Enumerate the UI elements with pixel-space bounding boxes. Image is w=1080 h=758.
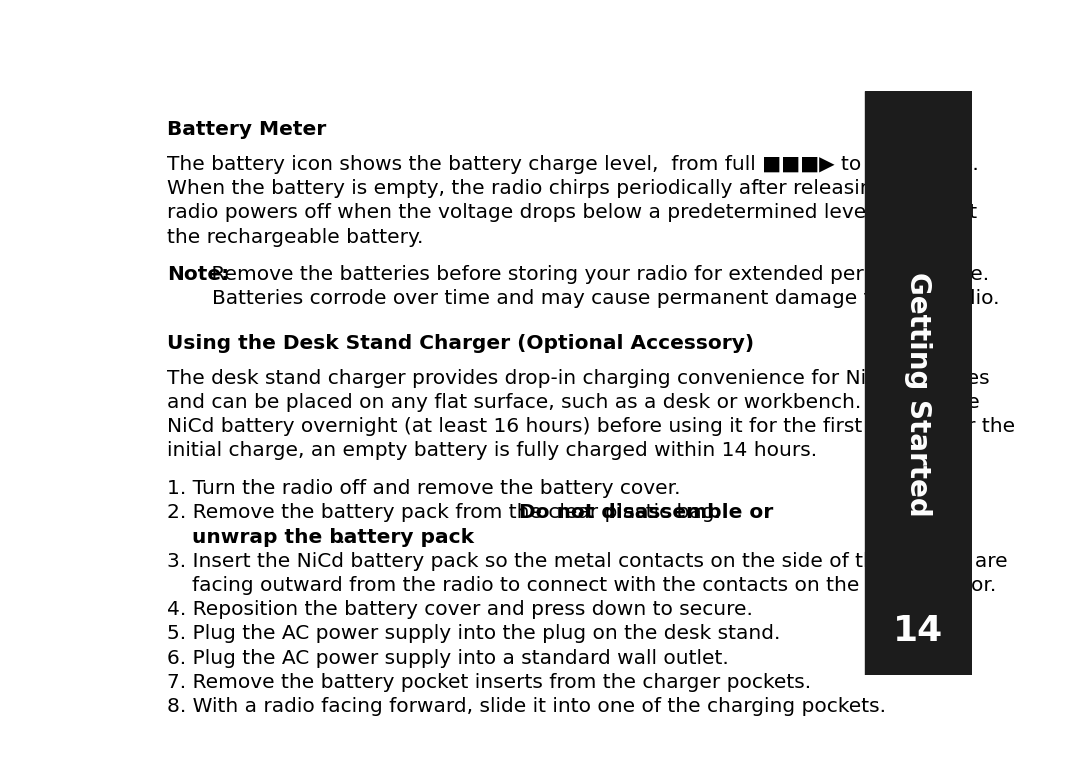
Text: unwrap the battery pack: unwrap the battery pack [192, 528, 474, 547]
Text: radio powers off when the voltage drops below a predetermined level to protect: radio powers off when the voltage drops … [166, 203, 977, 222]
Text: initial charge, an empty battery is fully charged within 14 hours.: initial charge, an empty battery is full… [166, 441, 816, 460]
Text: 7. Remove the battery pocket inserts from the charger pockets.: 7. Remove the battery pocket inserts fro… [166, 673, 811, 692]
Text: Getting Started: Getting Started [904, 272, 932, 517]
Bar [865, 91, 972, 675]
Text: the rechargeable battery.: the rechargeable battery. [166, 227, 423, 246]
Text: .: . [339, 528, 346, 547]
Text: 8. With a radio facing forward, slide it into one of the charging pockets.: 8. With a radio facing forward, slide it… [166, 697, 886, 716]
Text: Battery Meter: Battery Meter [166, 121, 326, 139]
Text: 2. Remove the battery pack from the clear plastic bag.: 2. Remove the battery pack from the clea… [166, 503, 727, 522]
Text: 4. Reposition the battery cover and press down to secure.: 4. Reposition the battery cover and pres… [166, 600, 753, 619]
Text: The battery icon shows the battery charge level,  from full ■■■▶ to empty ☐▶.: The battery icon shows the battery charg… [166, 155, 978, 174]
Text: Note:: Note: [166, 265, 229, 284]
Text: NiCd battery overnight (at least 16 hours) before using it for the first time. A: NiCd battery overnight (at least 16 hour… [166, 417, 1015, 436]
Text: facing outward from the radio to connect with the contacts on the battery door.: facing outward from the radio to connect… [192, 576, 996, 595]
Text: Using the Desk Stand Charger (Optional Accessory): Using the Desk Stand Charger (Optional A… [166, 334, 754, 353]
Text: 14: 14 [893, 614, 944, 648]
Text: The desk stand charger provides drop-in charging convenience for NiCd batteries: The desk stand charger provides drop-in … [166, 369, 989, 388]
Text: Do not disassemble or: Do not disassemble or [519, 503, 773, 522]
Text: 6. Plug the AC power supply into a standard wall outlet.: 6. Plug the AC power supply into a stand… [166, 649, 729, 668]
Text: 3. Insert the NiCd battery pack so the metal contacts on the side of the battery: 3. Insert the NiCd battery pack so the m… [166, 552, 1008, 571]
Text: and can be placed on any flat surface, such as a desk or workbench. Charge the: and can be placed on any flat surface, s… [166, 393, 980, 412]
Text: Batteries corrode over time and may cause permanent damage to your radio.: Batteries corrode over time and may caus… [212, 290, 999, 309]
Text: When the battery is empty, the radio chirps periodically after releasing Ⓟ. The: When the battery is empty, the radio chi… [166, 179, 955, 198]
Text: 1. Turn the radio off and remove the battery cover.: 1. Turn the radio off and remove the bat… [166, 479, 680, 498]
Text: Remove the batteries before storing your radio for extended periods of time.: Remove the batteries before storing your… [205, 265, 989, 284]
Text: 5. Plug the AC power supply into the plug on the desk stand.: 5. Plug the AC power supply into the plu… [166, 625, 780, 644]
